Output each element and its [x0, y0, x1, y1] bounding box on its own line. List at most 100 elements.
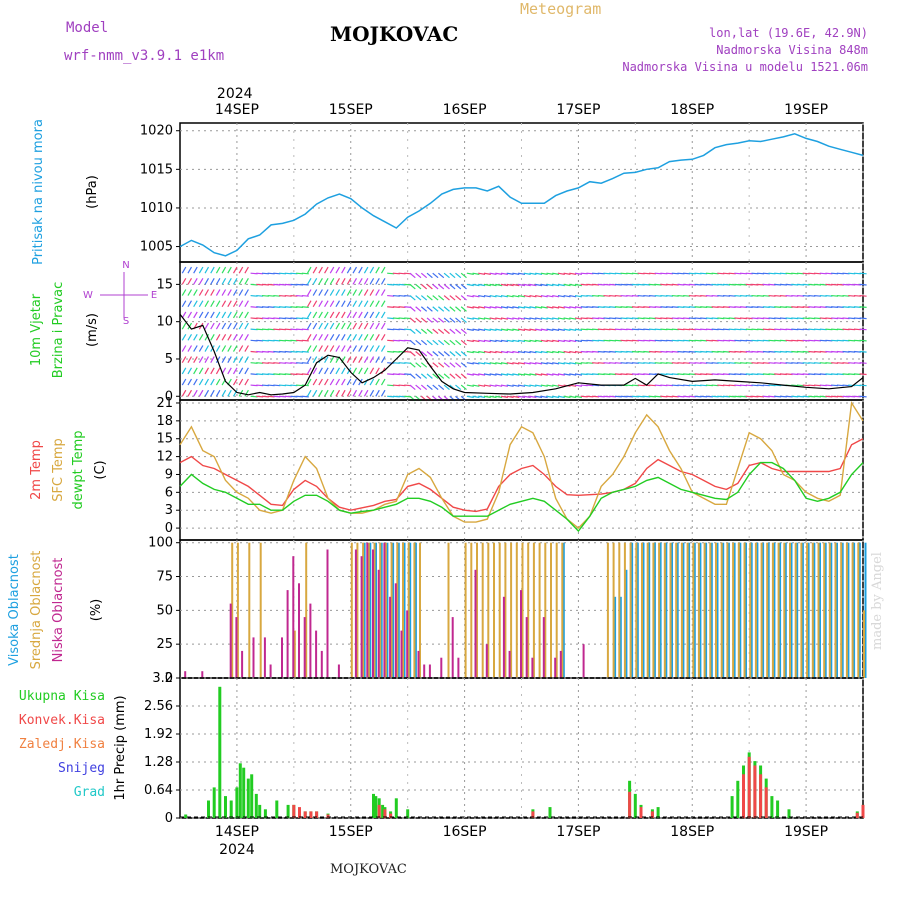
cloud-bar [743, 542, 746, 678]
precip-bar [229, 800, 233, 818]
wind-barb [324, 266, 329, 274]
wind-barb [318, 300, 323, 308]
wind-barb [352, 289, 358, 296]
wind-barb [324, 322, 329, 330]
wind-barb [232, 266, 238, 274]
wind-barb [420, 295, 428, 301]
wind-barb [227, 389, 232, 397]
wind-barb [478, 306, 486, 309]
wind-barb [193, 311, 198, 319]
wind-barb [523, 350, 531, 354]
cloud-bar [671, 542, 673, 678]
temperature-ytick-label: 6 [165, 485, 173, 500]
cloud-bar [281, 637, 283, 678]
wind-barb [523, 339, 531, 343]
wind-barb [221, 333, 227, 341]
wind-barb [460, 328, 467, 335]
wind-barb [329, 266, 335, 274]
cloud-bar [252, 637, 255, 678]
wind-barb [523, 306, 531, 309]
precip-ytick-label: 1.28 [144, 755, 173, 770]
cloud-bar [419, 542, 421, 678]
cloud-bar [293, 630, 296, 678]
wind-barb [306, 300, 312, 308]
wind-barb [227, 266, 232, 274]
wind-barb [455, 339, 462, 346]
wind-barb [335, 367, 341, 375]
wind-barb [415, 306, 422, 312]
wind-barb [210, 378, 215, 386]
wind-barb [193, 289, 198, 296]
wind-barb [193, 300, 198, 308]
wind-barb [478, 294, 486, 298]
wind-barb [215, 289, 221, 296]
precip-bar [389, 813, 393, 818]
wind-barb [535, 306, 543, 309]
cloud-bar [669, 542, 672, 678]
wind-barb [478, 283, 486, 287]
wind-barb [346, 266, 352, 274]
wind-barb [557, 283, 565, 287]
wind-barb [369, 333, 375, 341]
wind-barb [221, 356, 227, 364]
wind-barb [466, 384, 474, 387]
wind-barb [466, 272, 474, 275]
chart-subtitle: Meteogram [520, 0, 602, 18]
cloud-bar [476, 542, 478, 678]
precip-bar [548, 807, 552, 818]
wind-barb [227, 278, 232, 285]
wind-barb [358, 367, 363, 375]
wind-barb [244, 333, 249, 341]
wind-barb [198, 345, 204, 352]
wind-barb [210, 334, 215, 341]
station-title: MOJKOVAC [330, 22, 459, 46]
wind-barb [420, 306, 428, 312]
wind-barb [227, 367, 232, 375]
wind-barb [517, 373, 526, 376]
wind-barb [363, 333, 369, 341]
wind-barb [335, 289, 341, 296]
cloud-bar [394, 583, 397, 678]
wind-barb [215, 311, 221, 319]
wind-barb [301, 362, 309, 364]
wind-barb [535, 362, 543, 365]
wind-barb [489, 373, 497, 376]
cloud-bar [688, 542, 691, 678]
precip-bar [633, 793, 637, 818]
wind-barb [346, 289, 352, 296]
precip-bar [406, 809, 410, 819]
wind-barb [187, 333, 193, 341]
wind-barb [535, 294, 543, 298]
pressure-frame [179, 122, 864, 263]
wind-barb [369, 311, 375, 319]
wind-barb [500, 395, 509, 399]
wind-barb [574, 294, 583, 298]
wind-barb [540, 328, 548, 331]
wind-barb [369, 367, 375, 375]
wind-barb [232, 289, 238, 296]
wind-barb [432, 283, 439, 290]
model-altitude-info: Nadmorska Visina u modelu 1521.06m [622, 60, 868, 74]
cloud-bar [762, 542, 765, 678]
wind-barb [500, 294, 509, 298]
wind-barb [181, 277, 187, 285]
cloud-bar [629, 542, 632, 678]
wind-barb [449, 373, 456, 379]
wind-barb [329, 322, 335, 330]
wind-barb [352, 322, 358, 330]
cloud-units-label: (%) [89, 599, 104, 622]
wind-barb [335, 378, 341, 386]
wind-barb [495, 395, 503, 399]
wind-barb [187, 367, 193, 375]
wind-barb [512, 339, 520, 343]
cloud-bar [320, 650, 323, 678]
precip-bar [383, 809, 387, 819]
wind-barb [380, 356, 386, 364]
wind-barb [460, 351, 467, 357]
cloud-bar [362, 542, 365, 678]
wind-barb [227, 345, 232, 352]
wind-barb [341, 378, 346, 386]
wind-barb [420, 362, 428, 368]
wind-barb [500, 272, 509, 275]
wind-barb [312, 311, 318, 319]
